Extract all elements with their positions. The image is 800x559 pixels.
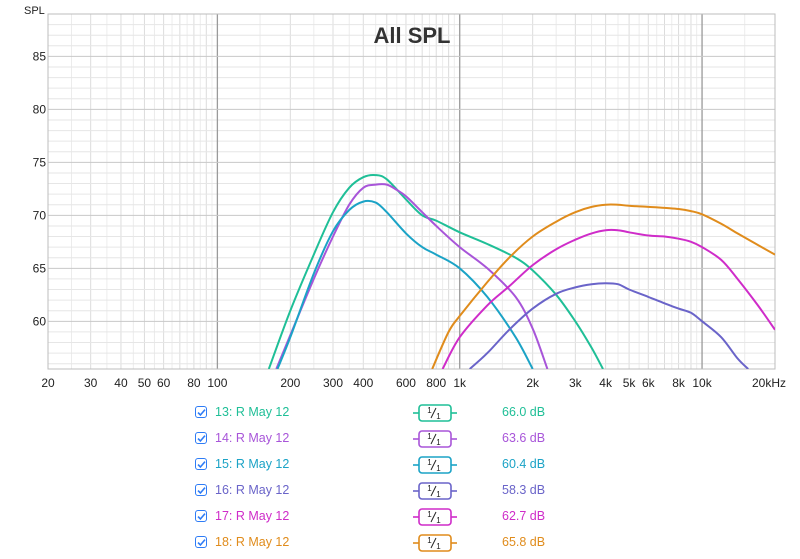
x-tick-label: 8k — [672, 376, 686, 390]
x-tick-label: 20kHz — [752, 376, 786, 390]
legend-label[interactable]: 13: R May 12 — [215, 405, 290, 419]
x-tick-label: 1k — [453, 376, 467, 390]
svg-text:1: 1 — [436, 542, 441, 551]
x-tick-label: 3k — [569, 376, 583, 390]
x-tick-label: 5k — [623, 376, 637, 390]
series-line-4 — [469, 282, 749, 369]
spl-chart: 60 65 70 75 80 85 20 30 40 50 60 80 100 200 300 400 600… — [24, 5, 786, 390]
y-tick-label: 85 — [33, 49, 47, 63]
legend-row: 17: R May 12 1 1 62.7 dB — [195, 508, 615, 528]
series-line-5 — [441, 228, 775, 369]
series-checkbox[interactable] — [195, 432, 207, 444]
y-tick-label: 60 — [33, 314, 47, 328]
legend-value: 58.3 dB — [502, 483, 546, 497]
y-axis-label: SPL — [24, 5, 45, 17]
x-tick-label: 2k — [526, 376, 540, 390]
legend-label[interactable]: 17: R May 12 — [215, 509, 290, 523]
series-checkbox[interactable] — [195, 536, 207, 548]
series-line-2 — [275, 183, 549, 369]
legend-row: 13: R May 12 1 1 66.0 dB — [195, 404, 615, 424]
y-tick-label: 75 — [33, 155, 47, 169]
x-tick-labels: 20 30 40 50 60 80 100 200 300 400 600 800 1k 2k 3k 4k 5k… — [41, 376, 786, 390]
svg-text:1: 1 — [427, 536, 432, 545]
svg-text:1: 1 — [436, 464, 441, 473]
series-checkbox[interactable] — [195, 510, 207, 522]
series-checkbox[interactable] — [195, 406, 207, 418]
major-grid — [48, 14, 775, 369]
legend-label[interactable]: 16: R May 12 — [215, 483, 290, 497]
legend-row: 18: R May 12 1 1 65.8 dB — [195, 534, 615, 554]
smoothing-button[interactable]: 11 — [413, 430, 457, 448]
x-tick-label: 200 — [280, 376, 300, 390]
series-checkbox[interactable] — [195, 484, 207, 496]
svg-text:1: 1 — [427, 432, 432, 441]
x-tick-label: 60 — [157, 376, 171, 390]
legend-row: 15: R May 12 1 1 60.4 dB — [195, 456, 615, 476]
x-tick-label: 600 — [396, 376, 416, 390]
x-tick-label: 10k — [692, 376, 712, 390]
smoothing-button[interactable]: 11 — [413, 404, 457, 422]
y-tick-label: 80 — [33, 102, 47, 116]
legend-value: 62.7 dB — [502, 509, 546, 523]
curves — [267, 173, 775, 369]
y-tick-label: 70 — [33, 208, 47, 222]
legend-value: 60.4 dB — [502, 457, 546, 471]
smoothing-button[interactable]: 11 — [413, 534, 457, 552]
x-tick-label: 30 — [84, 376, 98, 390]
x-tick-label: 300 — [323, 376, 343, 390]
x-tick-label: 4k — [599, 376, 613, 390]
x-tick-label: 800 — [426, 376, 446, 390]
svg-text:1: 1 — [436, 412, 441, 421]
svg-text:1: 1 — [427, 510, 432, 519]
legend-value: 66.0 dB — [502, 405, 546, 419]
series-line-6 — [431, 203, 775, 369]
svg-text:1: 1 — [436, 438, 441, 447]
svg-text:1: 1 — [427, 484, 432, 493]
minor-grid — [47, 13, 776, 369]
plot-frame — [47, 13, 776, 370]
x-tick-label: 50 — [138, 376, 152, 390]
x-tick-label: 400 — [353, 376, 373, 390]
x-tick-label: 6k — [642, 376, 656, 390]
legend-label[interactable]: 15: R May 12 — [215, 457, 290, 471]
legend-row: 16: R May 12 1 1 58.3 dB — [195, 482, 615, 502]
smoothing-button[interactable]: 11 — [413, 482, 457, 500]
legend-row: 14: R May 12 1 1 63.6 dB — [195, 430, 615, 450]
y-tick-labels: 60 65 70 75 80 85 — [33, 49, 47, 328]
x-tick-label: 40 — [114, 376, 128, 390]
svg-text:1: 1 — [427, 458, 432, 467]
x-tick-label: 100 — [207, 376, 227, 390]
svg-text:1: 1 — [436, 490, 441, 499]
legend-value: 63.6 dB — [502, 431, 546, 445]
legend-label[interactable]: 14: R May 12 — [215, 431, 290, 445]
svg-text:1: 1 — [436, 516, 441, 525]
smoothing-button[interactable]: 11 — [413, 456, 457, 474]
legend-label[interactable]: 18: R May 12 — [215, 535, 290, 549]
y-tick-label: 65 — [33, 261, 47, 275]
svg-text:1: 1 — [427, 406, 432, 415]
x-tick-label: 80 — [187, 376, 201, 390]
x-tick-label: 20 — [41, 376, 55, 390]
smoothing-button[interactable]: 11 — [413, 508, 457, 526]
series-checkbox[interactable] — [195, 458, 207, 470]
series-line-3 — [276, 199, 534, 369]
legend-value: 65.8 dB — [502, 535, 546, 549]
chart-title: All SPL — [373, 23, 450, 48]
